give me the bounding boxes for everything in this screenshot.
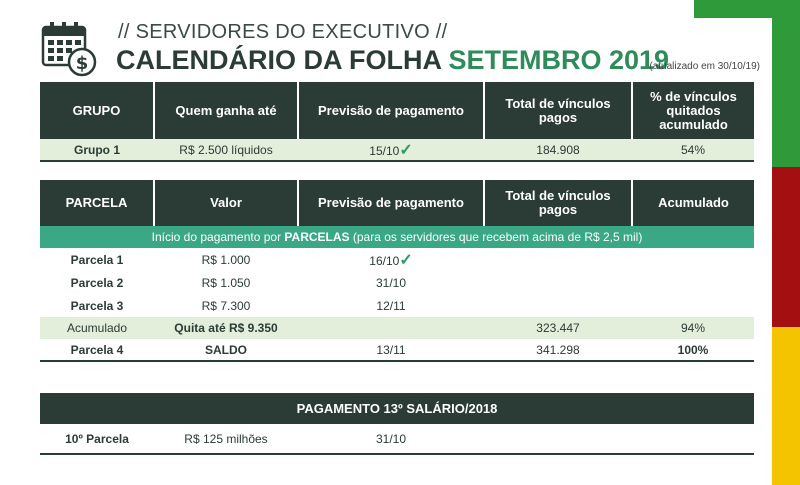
- acumulado-cell: [632, 271, 754, 294]
- valor-cell: R$ 1.000: [201, 252, 251, 267]
- col-header-previsao: Previsão de pagamento: [297, 82, 484, 139]
- check-icon: ✓: [399, 141, 413, 159]
- parcela-cell: Parcela 3: [70, 298, 124, 313]
- total-cell: 184.908: [484, 139, 632, 161]
- total-cell: [484, 424, 632, 454]
- parcela-cell: Parcela 1: [70, 252, 124, 267]
- valor-cell: R$ 1.050: [201, 275, 251, 290]
- col-header-acumulado: Acumulado: [631, 180, 754, 226]
- acumulado-cell: [632, 294, 754, 317]
- check-icon: ✓: [399, 251, 413, 269]
- valor-cell: R$ 7.300: [201, 298, 251, 313]
- acumulado-cell: 94%: [632, 317, 754, 339]
- decimo-terceiro-header: PAGAMENTO 13º SALÁRIO/2018: [40, 393, 755, 424]
- table-row: 10º Parcela R$ 125 milhões 31/10: [40, 424, 755, 454]
- parcela-cell: Parcela 4: [70, 342, 124, 357]
- valor-cell: R$ 125 milhões: [184, 431, 268, 446]
- group-table: GRUPO Quem ganha até Previsão de pagamen…: [40, 82, 754, 162]
- previsao-cell: 12/11: [376, 298, 406, 313]
- page-title: CALENDÁRIO DA FOLHA SETEMBRO 2019: [116, 45, 669, 76]
- total-cell: [484, 271, 632, 294]
- banner-text-post: (para os servidores que recebem acima de…: [349, 230, 643, 244]
- col-header-total: Total de vínculos pagos: [483, 180, 632, 226]
- banner-text-pre: Início do pagamento por: [151, 230, 285, 244]
- parcela-cell: Acumulado: [40, 317, 154, 339]
- title-main: CALENDÁRIO DA FOLHA: [116, 45, 441, 75]
- previsao-cell: [298, 317, 484, 339]
- previsao-cell: 31/10: [375, 275, 407, 290]
- table-row: Parcela 4 SALDO 13/11 341.298 100%: [40, 339, 754, 361]
- quem-cell: R$ 2.500 líquidos: [154, 139, 298, 161]
- col-header-grupo: GRUPO: [40, 82, 154, 139]
- page-header: $ // SERVIDORES DO EXECUTIVO // CALENDÁR…: [40, 17, 760, 79]
- col-header-valor: Valor: [153, 180, 298, 226]
- title-highlight: SETEMBRO 2019: [448, 45, 670, 75]
- grupo-cell: Grupo 1: [40, 139, 154, 161]
- decimo-terceiro-table: PAGAMENTO 13º SALÁRIO/2018 10º Parcela R…: [40, 393, 755, 455]
- previsao-cell: 13/11: [376, 342, 406, 357]
- parcelas-banner: Início do pagamento por PARCELAS (para o…: [40, 226, 754, 248]
- acumulado-cell: 100%: [677, 342, 709, 357]
- calendar-dollar-icon: $: [41, 22, 97, 77]
- table-row: Parcela 3 R$ 7.300 12/11: [40, 294, 754, 317]
- valor-cell: SALDO: [205, 342, 247, 357]
- previsao-value: 16/10: [369, 253, 400, 268]
- col-header-total: Total de vínculos pagos: [483, 82, 632, 139]
- stripe-green: [772, 0, 800, 167]
- previsao-cell: 15/10✓: [298, 139, 484, 161]
- acumulado-cell: [632, 248, 754, 271]
- parcela-table: PARCELA Valor Previsão de pagamento Tota…: [40, 180, 754, 362]
- total-cell: [484, 248, 632, 271]
- banner-cell: Início do pagamento por PARCELAS (para o…: [40, 226, 754, 248]
- updated-note: (atualizado em 30/10/19): [649, 61, 760, 72]
- previsao-cell: 31/10: [375, 431, 407, 446]
- parcela-cell: 10º Parcela: [65, 431, 129, 446]
- page-subtitle: // SERVIDORES DO EXECUTIVO //: [118, 21, 448, 43]
- parcela-table-header: PARCELA Valor Previsão de pagamento Tota…: [40, 180, 754, 226]
- svg-text:$: $: [76, 53, 89, 74]
- stripe-red: [772, 167, 800, 327]
- accumulated-row: Acumulado Quita até R$ 9.350 323.447 94%: [40, 317, 754, 339]
- previsao-cell: 16/10✓: [298, 248, 484, 271]
- section-header: PAGAMENTO 13º SALÁRIO/2018: [40, 393, 755, 424]
- table-row: Parcela 2 R$ 1.050 31/10: [40, 271, 754, 294]
- total-cell: 341.298: [536, 342, 580, 357]
- group-table-header: GRUPO Quem ganha até Previsão de pagamen…: [40, 82, 754, 139]
- total-cell: 323.447: [484, 317, 632, 339]
- table-row: Grupo 1 R$ 2.500 líquidos 15/10✓ 184.908…: [40, 139, 754, 161]
- banner-text-bold: PARCELAS: [284, 230, 350, 244]
- pct-cell: 54%: [632, 139, 754, 161]
- table-row: Parcela 1 R$ 1.000 16/10✓: [40, 248, 754, 271]
- parcela-cell: Parcela 2: [70, 275, 124, 290]
- previsao-value: 15/10: [369, 143, 400, 158]
- valor-cell: Quita até R$ 9.350: [154, 317, 298, 339]
- col-header-pct: % de vínculos quitados acumulado: [631, 82, 754, 139]
- stripe-yellow: [772, 327, 800, 485]
- col-header-quem: Quem ganha até: [153, 82, 298, 139]
- col-header-previsao: Previsão de pagamento: [297, 180, 484, 226]
- acumulado-cell: [632, 424, 754, 454]
- total-cell: [484, 294, 632, 317]
- col-header-parcela: PARCELA: [40, 180, 154, 226]
